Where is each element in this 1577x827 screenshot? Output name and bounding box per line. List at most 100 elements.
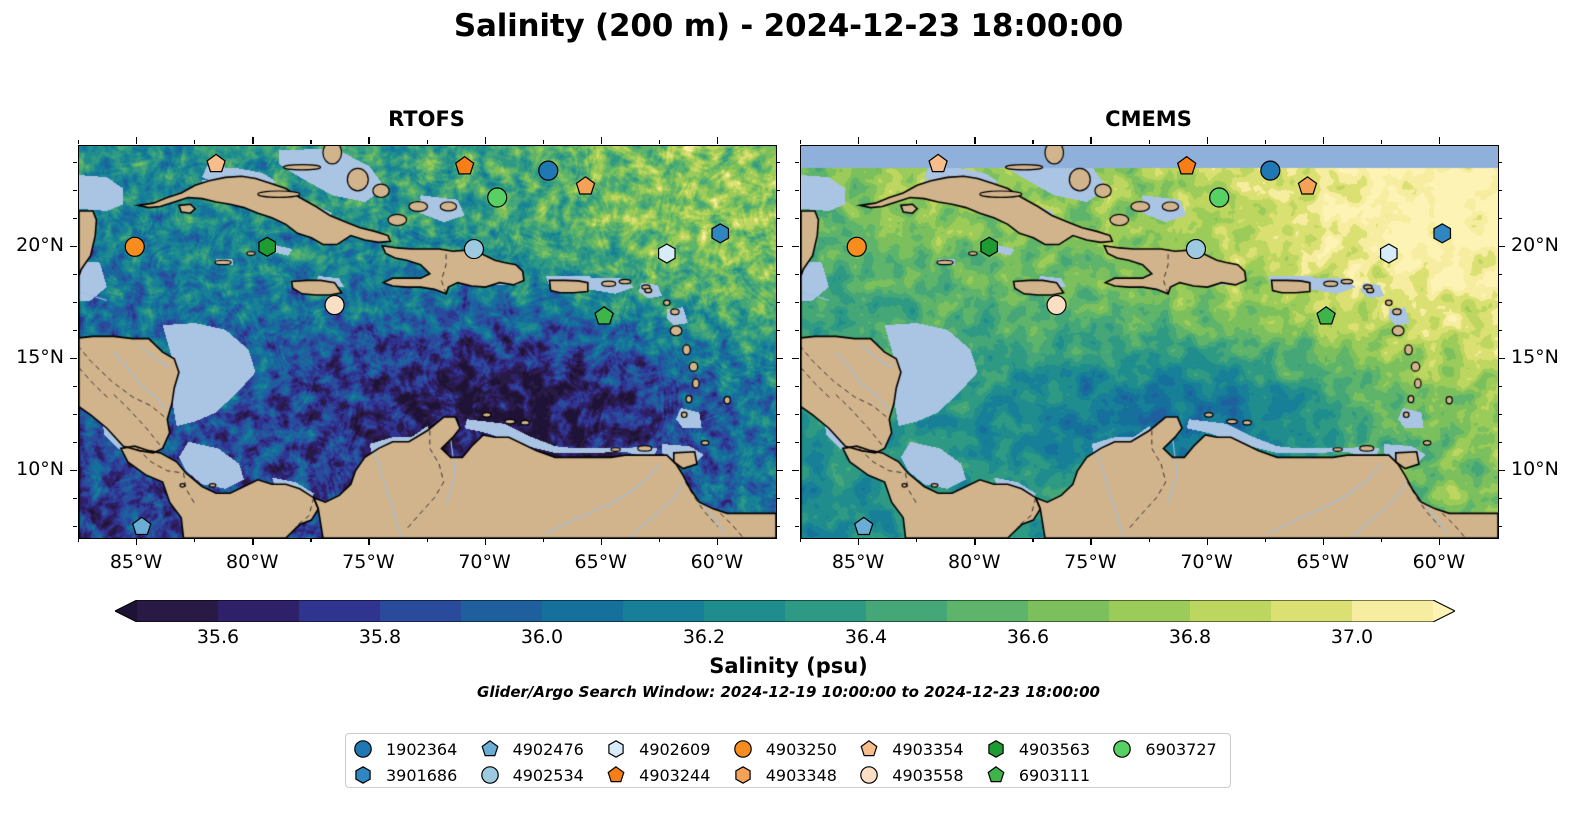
float-marker-4903558[interactable] bbox=[1046, 294, 1067, 316]
float-marker-6903111[interactable] bbox=[594, 305, 614, 325]
legend-entry-4903244[interactable]: 4903244 bbox=[605, 762, 710, 788]
xtick-major-top bbox=[1090, 137, 1092, 144]
colorbar-extend-min bbox=[115, 600, 137, 622]
ytick-minor-left bbox=[73, 217, 77, 220]
float-marker-4902476[interactable] bbox=[131, 516, 152, 536]
ytick-minor-left bbox=[795, 525, 799, 528]
ytick-minor-left bbox=[73, 525, 77, 528]
ytick-minor-left bbox=[795, 385, 799, 388]
ytick-minor-right bbox=[1498, 273, 1502, 276]
xtick-major bbox=[368, 538, 370, 545]
colorbar-segment bbox=[218, 600, 300, 622]
xtick-major bbox=[252, 538, 254, 545]
colorbar-segment bbox=[623, 600, 705, 622]
legend-entry-4903558[interactable]: 4903558 bbox=[858, 762, 964, 788]
legend-entry-4903348[interactable]: 4903348 bbox=[732, 762, 837, 788]
float-marker-4903244[interactable] bbox=[454, 155, 475, 175]
xtick-major-top bbox=[368, 137, 370, 144]
xticklabel: 80°W bbox=[226, 551, 279, 573]
float-marker-4903244[interactable] bbox=[1176, 155, 1197, 175]
colorbar-ticklabel: 35.6 bbox=[196, 626, 240, 648]
yticklabel-right: 20°N bbox=[1511, 233, 1559, 256]
legend-entry-6903111[interactable]: 6903111 bbox=[985, 762, 1090, 788]
xticklabel: 75°W bbox=[342, 551, 395, 573]
ytick-major-right bbox=[1498, 357, 1505, 360]
ytick-minor-right bbox=[776, 189, 780, 192]
colorbar-extend-max bbox=[1433, 600, 1455, 622]
legend-entry-4902609[interactable]: 4902609 bbox=[605, 736, 710, 762]
xtick-major-top bbox=[136, 137, 138, 144]
legend-entry-6903727[interactable]: 6903727 bbox=[1111, 736, 1217, 762]
float-marker-4902476[interactable] bbox=[853, 516, 874, 536]
xticklabel: 70°W bbox=[1180, 551, 1233, 573]
legend-marker-hexagon-icon bbox=[985, 736, 1007, 762]
float-marker-4902609[interactable] bbox=[1379, 243, 1398, 264]
float-marker-3901686[interactable] bbox=[711, 223, 730, 244]
float-marker-4903354[interactable] bbox=[206, 153, 226, 173]
float-marker-6903727[interactable] bbox=[487, 187, 508, 208]
xtick-major bbox=[484, 538, 486, 545]
ytick-minor-left bbox=[73, 497, 77, 500]
xtick-major-top bbox=[1206, 137, 1208, 144]
float-marker-4903354[interactable] bbox=[928, 153, 948, 173]
legend-entry-4903250[interactable]: 4903250 bbox=[732, 736, 837, 762]
xtick-minor-top bbox=[800, 140, 802, 144]
ytick-minor-right bbox=[1498, 385, 1502, 388]
float-marker-layer bbox=[124, 153, 730, 536]
float-marker-4903563[interactable] bbox=[258, 236, 277, 257]
legend-entry-3901686[interactable]: 3901686 bbox=[352, 762, 457, 788]
xtick-minor bbox=[800, 538, 802, 542]
legend-entry-4903354[interactable]: 4903354 bbox=[858, 736, 964, 762]
float-marker-4903348[interactable] bbox=[1297, 176, 1318, 195]
float-marker-3901686[interactable] bbox=[1433, 223, 1452, 244]
ytick-major-right bbox=[776, 357, 783, 360]
xticklabel: 65°W bbox=[1296, 551, 1349, 573]
legend-marker-hexagon-icon bbox=[352, 762, 374, 788]
legend-entry-4903563[interactable]: 4903563 bbox=[985, 736, 1090, 762]
legend-marker-hexagon-icon bbox=[605, 736, 627, 762]
xtick-minor bbox=[310, 538, 312, 542]
legend-marker-circle-icon bbox=[479, 762, 501, 788]
float-marker-6903727[interactable] bbox=[1209, 187, 1230, 208]
argo-float-legend[interactable]: 1902364 3901686 4902476 4902534 4902609 49032… bbox=[345, 733, 1231, 788]
float-marker-6903111[interactable] bbox=[1316, 305, 1336, 325]
ytick-minor-left bbox=[795, 161, 799, 164]
map-panel-rtofs[interactable] bbox=[78, 145, 777, 539]
xtick-major-top bbox=[716, 137, 719, 144]
colorbar[interactable] bbox=[113, 599, 1457, 623]
legend-entry-4902476[interactable]: 4902476 bbox=[479, 736, 584, 762]
float-marker-4903250[interactable] bbox=[124, 236, 145, 257]
float-marker-4902609[interactable] bbox=[657, 243, 676, 264]
xtick-major bbox=[716, 538, 719, 545]
ytick-minor-left bbox=[795, 413, 799, 416]
legend-label-4902534: 4902534 bbox=[512, 765, 584, 785]
ytick-major-right bbox=[776, 469, 783, 472]
xtick-minor bbox=[194, 538, 196, 542]
legend-label-4903563: 4903563 bbox=[1018, 739, 1091, 759]
float-marker-4902534[interactable] bbox=[463, 238, 485, 260]
legend-marker-pentagon-icon bbox=[858, 736, 880, 762]
xticklabel: 85°W bbox=[831, 551, 885, 573]
float-marker-4903563[interactable] bbox=[980, 236, 999, 257]
xtick-minor-top bbox=[1264, 140, 1266, 144]
xtick-minor bbox=[658, 538, 661, 542]
float-marker-1902364[interactable] bbox=[1260, 160, 1281, 181]
float-marker-1902364[interactable] bbox=[538, 160, 559, 181]
xtick-minor-top bbox=[426, 140, 428, 144]
legend-entry-1902364[interactable]: 1902364 bbox=[352, 736, 457, 762]
colorbar-segment bbox=[299, 600, 381, 622]
yticklabel-left: 20°N bbox=[16, 233, 64, 256]
float-marker-4903558[interactable] bbox=[324, 294, 345, 316]
xtick-major bbox=[136, 538, 138, 545]
float-marker-4902534[interactable] bbox=[1185, 238, 1207, 260]
map-canvas-rtofs bbox=[79, 146, 776, 538]
ytick-minor-right bbox=[776, 385, 780, 388]
legend-marker-circle-icon bbox=[858, 762, 880, 788]
float-marker-4903348[interactable] bbox=[575, 176, 596, 195]
float-marker-4903250[interactable] bbox=[846, 236, 867, 257]
colorbar-label: Salinity (psu) bbox=[709, 654, 868, 678]
legend-marker-circle-icon bbox=[352, 736, 374, 762]
xticklabel: 65°W bbox=[574, 551, 627, 573]
legend-entry-4902534[interactable]: 4902534 bbox=[479, 762, 584, 788]
map-panel-cmems[interactable] bbox=[800, 145, 1499, 539]
